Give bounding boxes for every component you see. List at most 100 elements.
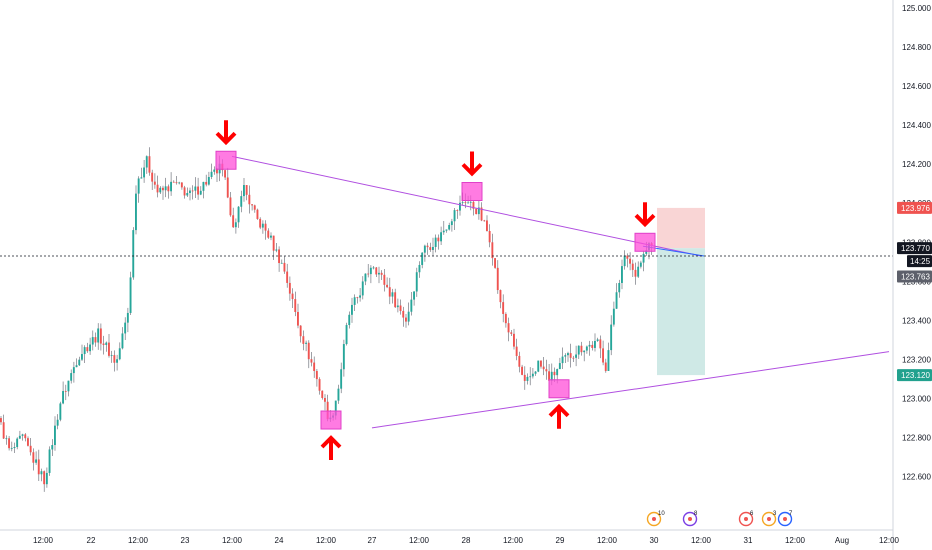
candle [302, 330, 305, 351]
candle [410, 291, 413, 316]
down-arrow-head-1 [461, 163, 483, 177]
candle-body [59, 403, 62, 420]
candle-body [91, 337, 94, 345]
candle-body [51, 445, 54, 450]
candle-body [548, 371, 550, 381]
candle-body [305, 342, 307, 344]
candle-body [70, 373, 73, 381]
candle-body [2, 422, 5, 439]
candle-body [564, 355, 567, 357]
candle [37, 449, 40, 481]
candle [70, 369, 73, 384]
candle-body [542, 366, 545, 370]
candle [499, 289, 502, 309]
candle-body [423, 245, 426, 253]
candle-body [577, 345, 580, 355]
candle-body [629, 258, 631, 264]
price-axis[interactable]: 125.000124.800124.600124.400124.200124.0… [892, 0, 932, 550]
candle-body [64, 391, 67, 392]
candle [261, 220, 264, 234]
time-tick-16: 12:00 [785, 536, 806, 545]
candle-body [216, 169, 218, 174]
candle [602, 340, 604, 366]
candle [40, 468, 43, 482]
candle [488, 224, 491, 248]
event-badges[interactable]: 10 8 6 3 7 [646, 511, 794, 527]
candle [361, 276, 364, 300]
down-arrow-head-2 [634, 213, 656, 228]
candle [89, 337, 91, 355]
candle [54, 416, 56, 451]
candle-body [62, 391, 64, 404]
candle-body [494, 258, 496, 268]
candle-body [594, 340, 596, 348]
candle-body [561, 356, 564, 364]
candle [67, 380, 70, 397]
candle [183, 185, 186, 199]
candle-body [461, 202, 464, 204]
candle [631, 259, 634, 277]
candle [202, 181, 205, 199]
candle-body [529, 376, 532, 378]
price-tick-1: 124.800 [902, 43, 931, 52]
time-tick-5: 24 [275, 536, 284, 545]
candle-body [167, 186, 170, 192]
event-badge-count-3: 3 [773, 511, 777, 517]
candle [162, 185, 164, 200]
candle-body [429, 247, 432, 250]
candle-body [445, 229, 448, 231]
candle-body [459, 202, 461, 211]
candle-body [43, 471, 46, 485]
candle [407, 302, 410, 326]
event-badge-dot-0 [652, 517, 656, 521]
candle [248, 185, 251, 214]
candle [494, 257, 496, 269]
candle [207, 171, 210, 186]
candle [477, 200, 480, 220]
candle-body [634, 269, 637, 277]
candle [310, 351, 313, 367]
candle [121, 327, 124, 350]
candle-body [521, 366, 523, 375]
candle-body [488, 230, 491, 243]
candle [148, 147, 151, 176]
candle [418, 261, 421, 278]
candle [348, 311, 351, 329]
candle-body [267, 230, 270, 238]
candle [421, 252, 424, 269]
candle-body [437, 237, 440, 242]
candle [626, 253, 629, 268]
candle-body [450, 221, 453, 226]
candle [324, 394, 326, 411]
candle-body [523, 374, 526, 381]
candle-body [191, 190, 194, 192]
candle [480, 202, 483, 222]
candle-body [299, 325, 302, 337]
candle-body [507, 323, 510, 333]
last-price-tag [897, 242, 932, 255]
time-axis[interactable]: 12:00 22 12:00 23 12:00 24 12:00 27 12:00 28 12:00… [0, 529, 900, 545]
candle-body [388, 287, 391, 297]
candle [415, 267, 418, 297]
candle-body [116, 359, 118, 363]
candle-body [8, 438, 10, 449]
candle-body [67, 380, 70, 392]
candle [453, 207, 456, 231]
time-tick-labels: 12:00 22 12:00 23 12:00 24 12:00 27 12:00 28 12:00… [33, 536, 900, 545]
candle [369, 265, 372, 284]
candle [64, 384, 67, 401]
candle-body [456, 210, 459, 211]
candle-body [121, 333, 124, 349]
candle-body [472, 201, 475, 209]
candle [618, 279, 621, 298]
candle [585, 345, 588, 354]
candle-body [318, 379, 321, 391]
time-tick-0: 12:00 [33, 536, 54, 545]
candle-body [321, 390, 324, 398]
candle-body [359, 295, 361, 298]
candle-body [175, 182, 178, 184]
candle [178, 181, 181, 185]
candle [197, 177, 199, 200]
candle [518, 351, 521, 373]
